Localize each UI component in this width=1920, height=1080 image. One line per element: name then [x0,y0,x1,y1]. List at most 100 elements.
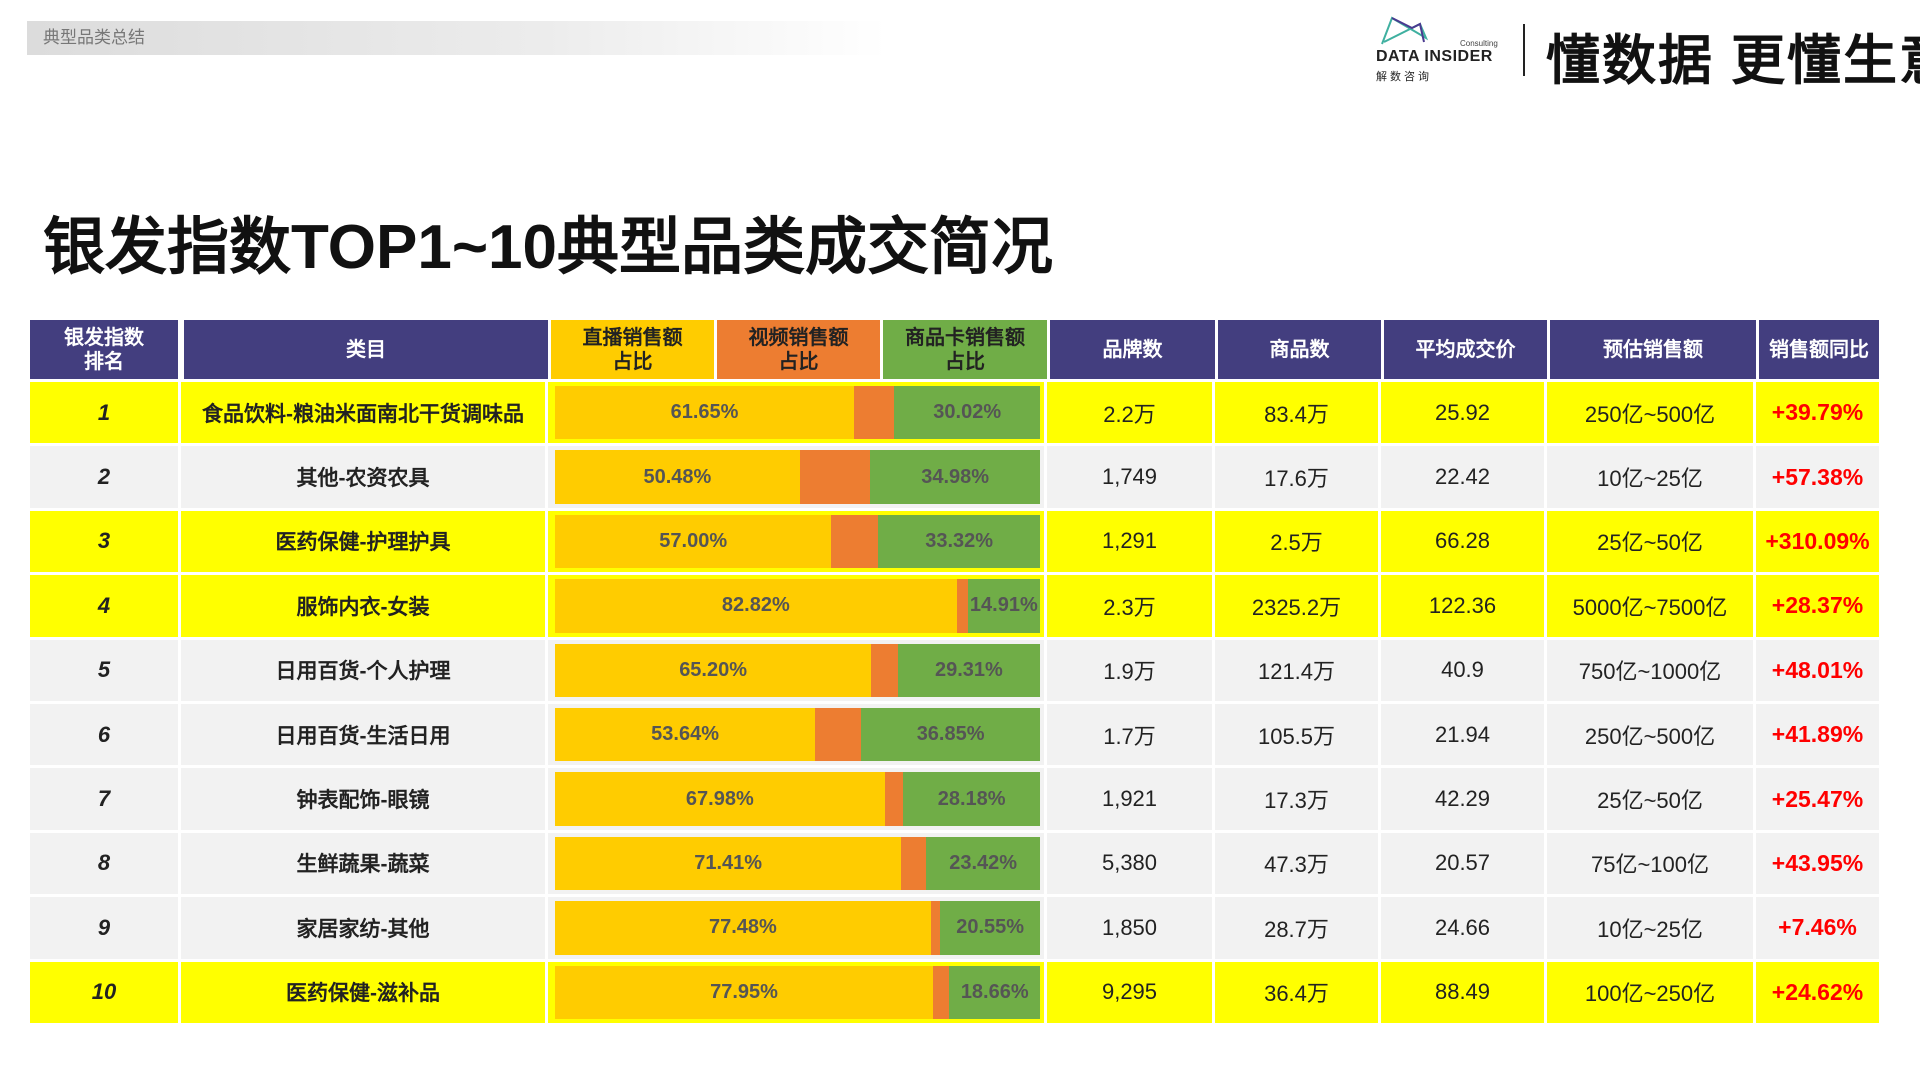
card-share-segment: 23.42% [926,836,1040,891]
sales-cell: 25亿~50亿 [1547,768,1753,830]
video-share-segment [854,386,895,440]
header-category: 类目 [184,320,548,379]
brands-cell: 1.9万 [1047,639,1212,701]
sales-cell: 10亿~25亿 [1547,897,1753,959]
channel-share-bar: 82.82% 14.91% [555,579,1040,633]
growth-cell: +41.89% [1756,704,1879,766]
header-card-share: 商品卡销售额 占比 [883,320,1047,379]
card-share-segment: 29.31% [897,643,1040,697]
category-cell: 其他-农资农具 [181,446,545,508]
live-share-segment: 61.65% [555,386,854,440]
products-cell: 83.4万 [1215,382,1378,444]
rank-cell: 2 [30,446,178,508]
channel-share-bar: 53.64% 36.85% [555,708,1040,762]
card-share-segment: 33.32% [878,514,1040,569]
rank-cell: 6 [30,704,178,766]
card-share-segment: 28.18% [903,772,1040,826]
brands-cell: 2.2万 [1047,382,1212,444]
channel-share-bar: 61.65% 30.02% [555,386,1040,440]
video-share-segment [930,901,941,955]
products-cell: 2325.2万 [1215,575,1378,637]
rank-cell: 7 [30,768,178,830]
live-share-segment: 53.64% [555,708,816,762]
header-avg-price: 平均成交价 [1384,320,1547,379]
sales-cell: 5000亿~7500亿 [1547,575,1753,637]
live-share-segment: 82.82% [555,579,957,633]
avg-price-cell: 42.29 [1381,768,1544,830]
products-cell: 17.3万 [1215,768,1378,830]
header-brands: 品牌数 [1050,320,1215,379]
sales-cell: 75亿~100亿 [1547,832,1753,895]
slogan: 懂数据 更懂生意 [1546,31,1920,91]
section-label: 典型品类总结 [27,21,887,55]
products-cell: 47.3万 [1215,832,1378,895]
rank-cell: 4 [30,575,178,637]
avg-price-cell: 21.94 [1381,704,1544,766]
header-sales: 预估销售额 [1550,320,1756,379]
video-share-segment [799,450,871,504]
sales-cell: 750亿~1000亿 [1547,639,1753,701]
category-cell: 钟表配饰-眼镜 [181,768,545,830]
rank-cell: 1 [30,382,178,444]
category-cell: 日用百货-生活日用 [181,704,545,766]
brands-cell: 1,850 [1047,897,1212,959]
card-share-segment: 34.98% [870,450,1040,504]
category-cell: 日用百货-个人护理 [181,639,545,701]
video-share-segment [901,836,927,891]
sales-cell: 250亿~500亿 [1547,382,1753,444]
avg-price-cell: 122.36 [1381,575,1544,637]
rank-cell: 5 [30,639,178,701]
products-cell: 105.5万 [1215,704,1378,766]
card-share-segment: 18.66% [949,965,1040,1019]
live-share-segment: 65.20% [555,643,872,697]
products-cell: 36.4万 [1215,961,1378,1023]
sales-cell: 25亿~50亿 [1547,510,1753,573]
live-share-segment: 50.48% [555,450,800,504]
category-cell: 生鲜蔬果-蔬菜 [181,832,545,895]
brands-cell: 1.7万 [1047,704,1212,766]
live-share-segment: 57.00% [555,514,832,569]
live-share-segment: 67.98% [555,772,885,826]
sales-cell: 250亿~500亿 [1547,704,1753,766]
brands-cell: 1,749 [1047,446,1212,508]
card-share-segment: 36.85% [861,708,1040,762]
products-cell: 121.4万 [1215,639,1378,701]
channel-share-bar: 67.98% 28.18% [555,772,1040,826]
avg-price-cell: 25.92 [1381,382,1544,444]
avg-price-cell: 22.42 [1381,446,1544,508]
rank-cell: 3 [30,510,178,573]
category-cell: 医药保健-滋补品 [181,961,545,1023]
logo-consulting: Consulting [1460,39,1498,48]
channel-share-bar: 65.20% 29.31% [555,643,1040,697]
header-growth: 销售额同比 [1759,320,1879,379]
category-cell: 家居家纺-其他 [181,897,545,959]
avg-price-cell: 40.9 [1381,639,1544,701]
video-share-segment [831,514,879,569]
avg-price-cell: 24.66 [1381,897,1544,959]
logo-name: DATA INSIDER [1376,48,1493,65]
rank-cell: 9 [30,897,178,959]
header-live-share: 直播销售额 占比 [551,320,714,379]
avg-price-cell: 20.57 [1381,832,1544,895]
growth-cell: +25.47% [1756,768,1879,830]
video-share-segment [884,772,904,826]
sales-cell: 100亿~250亿 [1547,961,1753,1023]
brands-cell: 5,380 [1047,832,1212,895]
video-share-segment [871,643,898,697]
header-rank: 银发指数 排名 [30,320,178,379]
brands-cell: 1,921 [1047,768,1212,830]
brands-cell: 2.3万 [1047,575,1212,637]
channel-share-bar: 77.95% 18.66% [555,965,1040,1019]
header-video-share: 视频销售额 占比 [717,320,880,379]
sales-cell: 10亿~25亿 [1547,446,1753,508]
card-share-segment: 14.91% [967,579,1040,633]
growth-cell: +310.09% [1756,510,1879,573]
rank-cell: 10 [30,961,178,1023]
category-cell: 医药保健-护理护具 [181,510,545,573]
growth-cell: +39.79% [1756,382,1879,444]
growth-cell: +57.38% [1756,446,1879,508]
growth-cell: +48.01% [1756,639,1879,701]
growth-cell: +28.37% [1756,575,1879,637]
brands-cell: 1,291 [1047,510,1212,573]
card-share-segment: 30.02% [894,386,1040,440]
